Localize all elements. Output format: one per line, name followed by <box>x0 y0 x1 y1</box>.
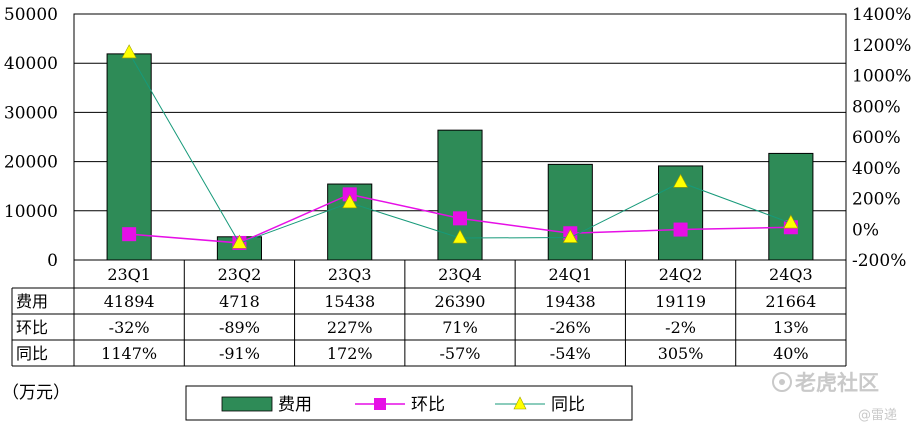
x-category-label: 24Q3 <box>769 265 813 284</box>
y-left-tick-label: 50000 <box>4 5 58 25</box>
yoy-point <box>673 173 689 188</box>
data-table: 23Q1 23Q2 23Q3 23Q4 24Q1 24Q2 24Q3 费用 41894 4718 1… <box>11 260 847 367</box>
y-left-tick-label: 0 <box>47 251 58 271</box>
y-right-tick-label: 200% <box>852 190 901 210</box>
bar <box>547 163 593 261</box>
yoy-point <box>231 234 247 249</box>
yoy-point <box>121 44 137 59</box>
table-row-label: 同比 <box>16 344 48 363</box>
qoq-point <box>122 227 137 242</box>
table-cell: -91% <box>219 344 260 363</box>
table-cell: -26% <box>550 318 591 337</box>
y-right-tick-label: 0% <box>852 220 879 240</box>
tiger-logo-icon <box>772 372 792 392</box>
table-cell: -2% <box>665 318 696 337</box>
table-row-label: 费用 <box>16 292 48 311</box>
y-right-tick-label: 1400% <box>852 5 911 25</box>
table-cell: 172% <box>327 344 373 363</box>
table-cell: -32% <box>109 318 150 337</box>
table-cell: -54% <box>550 344 591 363</box>
bar <box>768 152 814 261</box>
legend-marker-square <box>374 398 386 410</box>
legend-label-qoq: 环比 <box>411 395 445 415</box>
y-left-tick-label: 10000 <box>4 202 58 222</box>
table-row-label: 环比 <box>16 318 48 337</box>
qoq-point <box>453 211 467 226</box>
table-cell: 19438 <box>545 292 596 311</box>
unit-label: （万元） <box>2 383 70 403</box>
y-right-tick-label: 600% <box>852 128 901 148</box>
table-cell: 21664 <box>765 292 816 311</box>
table-cell: 26390 <box>435 292 486 311</box>
watermark-handle: @雷递 <box>858 408 897 423</box>
table-cell: 71% <box>442 318 478 337</box>
x-category-label: 23Q1 <box>107 265 151 284</box>
legend-marker-triangle <box>513 396 527 410</box>
table-cell: 305% <box>658 344 704 363</box>
table-cell: 227% <box>327 318 373 337</box>
y-right-tick-label: 1200% <box>852 36 911 56</box>
watermark-brand: 老虎社区 <box>795 371 879 395</box>
y-right-tick-label: -200% <box>852 251 906 271</box>
x-category-label: 24Q1 <box>548 265 592 284</box>
x-category-label: 23Q2 <box>218 265 262 284</box>
line-series <box>121 44 799 250</box>
x-category-label: 24Q2 <box>659 265 703 284</box>
y-right-tick-label: 1000% <box>852 67 911 87</box>
x-category-label: 23Q3 <box>328 265 372 284</box>
table-cell: 41894 <box>104 292 155 311</box>
table-cell: 4718 <box>219 292 260 311</box>
table-cell: -57% <box>440 344 481 363</box>
table-cell: -89% <box>219 318 260 337</box>
y-right-tick-label: 400% <box>852 159 901 179</box>
yoy-point <box>783 214 799 229</box>
x-category-label: 23Q4 <box>438 265 482 284</box>
yoy-point <box>562 228 578 243</box>
legend-label-yoy: 同比 <box>551 395 585 415</box>
qoq-point <box>673 222 688 237</box>
table-cell: 40% <box>773 344 809 363</box>
y-left-tick-label: 30000 <box>4 103 58 123</box>
table-cell: 19119 <box>655 292 706 311</box>
y-left-tick-label: 20000 <box>4 153 58 173</box>
y-left-tick-label: 40000 <box>4 54 58 74</box>
watermark: 老虎社区 @雷递 <box>772 371 897 423</box>
axes: 0 10000 20000 30000 40000 50000 -200% 0% 200% 400… <box>4 5 912 271</box>
legend-swatch-expense <box>221 396 273 412</box>
yoy-point <box>452 229 468 244</box>
table-cell: 1147% <box>101 344 157 363</box>
table-cell: 15438 <box>324 292 375 311</box>
legend: 费用 环比 同比 <box>185 385 633 421</box>
yoy-point <box>342 194 358 209</box>
legend-label-expense: 费用 <box>278 395 312 415</box>
table-cell: 13% <box>773 318 809 337</box>
y-right-tick-label: 800% <box>852 97 901 117</box>
